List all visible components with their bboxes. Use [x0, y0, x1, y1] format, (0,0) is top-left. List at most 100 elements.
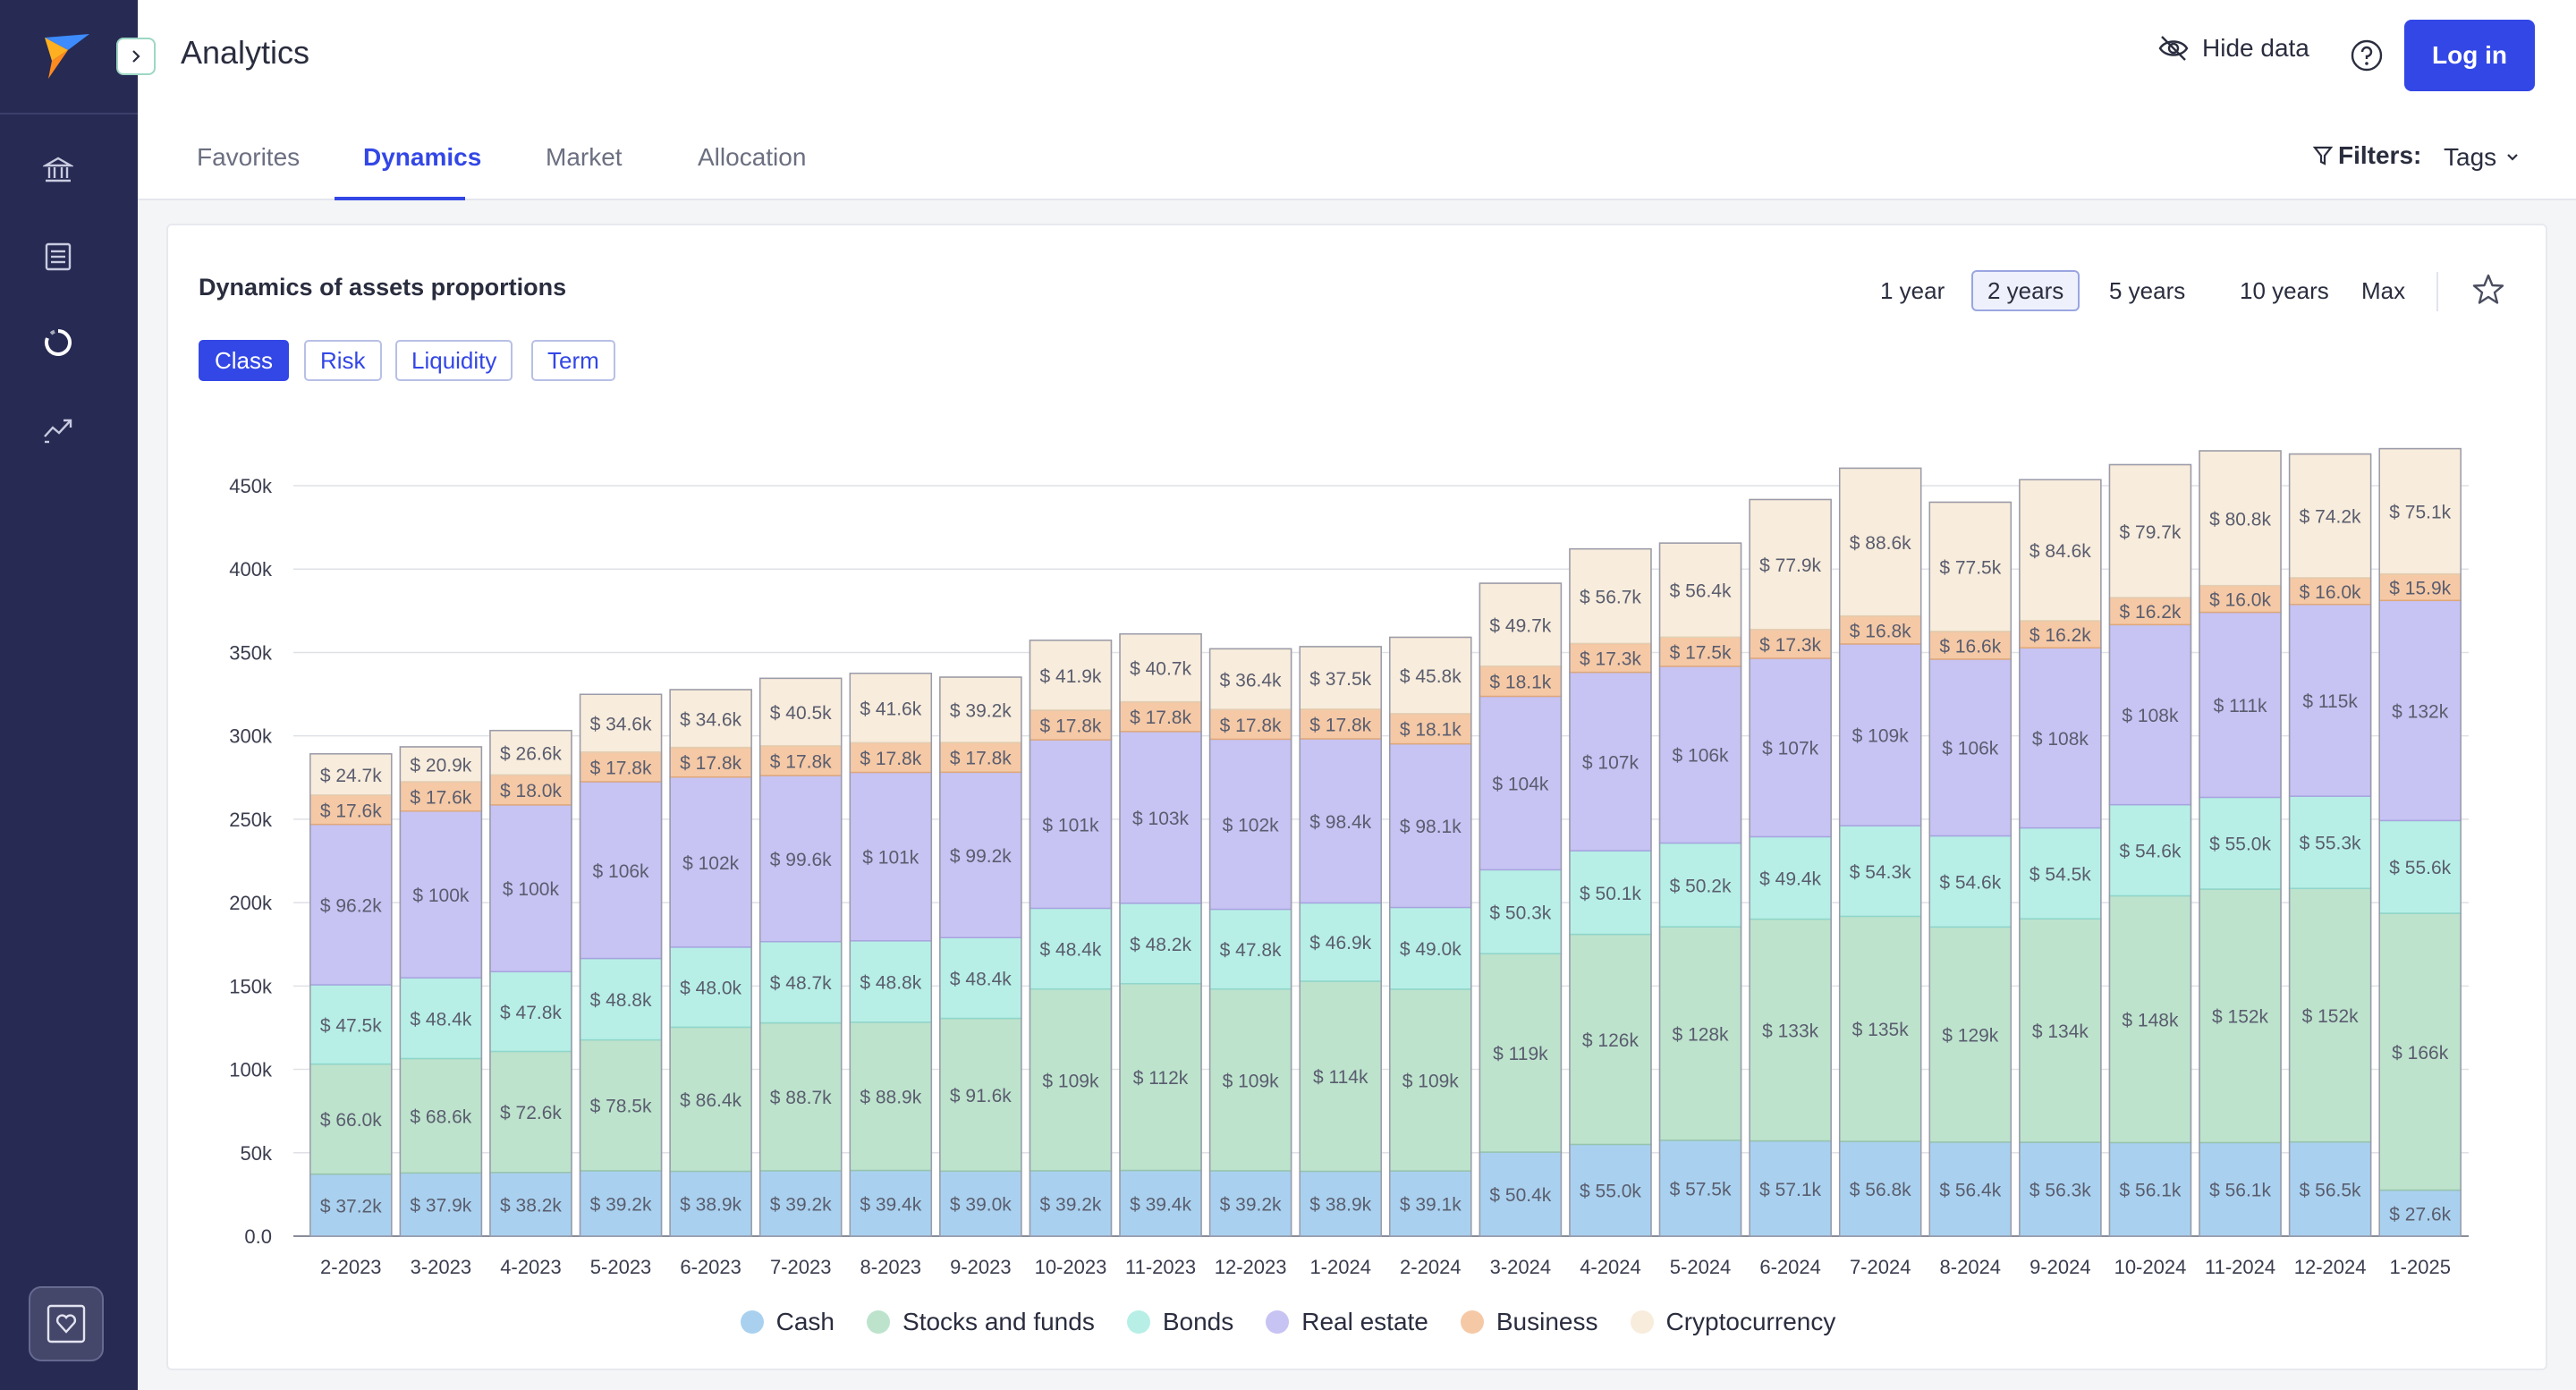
bar-segment-cash[interactable]: [2108, 1141, 2192, 1237]
bar-segment-business[interactable]: [2108, 597, 2192, 626]
period-5-years[interactable]: 5 years: [2109, 276, 2186, 304]
period-10-years[interactable]: 10 years: [2240, 276, 2329, 304]
trend-icon[interactable]: [40, 411, 76, 446]
group-class[interactable]: Class: [199, 340, 290, 381]
bar-segment-business[interactable]: [2378, 572, 2462, 602]
legend-item[interactable]: Stocks and funds: [867, 1308, 1095, 1336]
bar-segment-cash[interactable]: [1749, 1140, 1832, 1237]
bar-stack-11-2023[interactable]: $ 39.4k $ 112k $ 48.2k $ 103k $ 17.8k $ 40.7k: [1119, 632, 1202, 1237]
tab-market[interactable]: Market: [546, 143, 623, 171]
bar-segment-real-estate[interactable]: [849, 771, 933, 942]
bar-segment-real-estate[interactable]: [1299, 738, 1382, 904]
bar-segment-bonds[interactable]: [2378, 819, 2462, 914]
bar-segment-cryptocurrency[interactable]: [758, 677, 843, 747]
bar-segment-cash[interactable]: [1119, 1169, 1202, 1237]
bar-segment-real-estate[interactable]: [1389, 742, 1472, 909]
bar-segment-stocks-and-funds[interactable]: [1389, 988, 1472, 1172]
app-logo[interactable]: [41, 30, 93, 82]
bar-segment-real-estate[interactable]: [1569, 671, 1652, 852]
bar-segment-cryptocurrency[interactable]: [309, 753, 393, 796]
tab-allocation[interactable]: Allocation: [698, 143, 807, 171]
bar-segment-cryptocurrency[interactable]: [1029, 640, 1113, 711]
bar-stack-5-2023[interactable]: $ 39.2k $ 78.5k $ 48.8k $ 106k $ 17.8k $ 34.6…: [579, 693, 663, 1237]
bar-segment-cash[interactable]: [399, 1172, 483, 1237]
list-icon[interactable]: [40, 239, 76, 275]
bar-segment-real-estate[interactable]: [2288, 603, 2372, 797]
bar-segment-stocks-and-funds[interactable]: [309, 1063, 393, 1175]
bar-segment-stocks-and-funds[interactable]: [1569, 933, 1652, 1146]
bar-segment-bonds[interactable]: [1119, 903, 1202, 985]
bar-segment-cash[interactable]: [1479, 1151, 1563, 1237]
bar-stack-3-2024[interactable]: $ 50.4k $ 119k $ 50.3k $ 104k $ 18.1k $ 49.7k: [1479, 582, 1563, 1237]
bar-segment-cash[interactable]: [758, 1170, 843, 1237]
tab-favorites[interactable]: Favorites: [197, 143, 301, 171]
login-button[interactable]: Log in: [2404, 20, 2535, 91]
bar-segment-business[interactable]: [1299, 708, 1382, 740]
bar-segment-stocks-and-funds[interactable]: [1029, 987, 1113, 1172]
bar-segment-business[interactable]: [1479, 665, 1563, 698]
bar-segment-cash[interactable]: [1658, 1140, 1742, 1237]
bar-stack-2-2023[interactable]: $ 37.2k $ 66.0k $ 47.5k $ 96.2k $ 17.6k $ 24.…: [309, 753, 393, 1237]
bar-segment-stocks-and-funds[interactable]: [1208, 987, 1292, 1172]
bar-stack-10-2023[interactable]: $ 39.2k $ 109k $ 48.4k $ 101k $ 17.8k $ 41.9k: [1029, 640, 1113, 1237]
bar-segment-real-estate[interactable]: [669, 776, 752, 948]
bar-segment-stocks-and-funds[interactable]: [2019, 918, 2102, 1143]
bar-segment-real-estate[interactable]: [1928, 658, 2012, 837]
bar-segment-cryptocurrency[interactable]: [1479, 582, 1563, 667]
bar-segment-cryptocurrency[interactable]: [2199, 450, 2282, 587]
bar-segment-cryptocurrency[interactable]: [1749, 498, 1832, 631]
bar-segment-stocks-and-funds[interactable]: [489, 1050, 572, 1174]
bar-segment-bonds[interactable]: [669, 946, 752, 1029]
bar-segment-cryptocurrency[interactable]: [1928, 501, 2012, 632]
bar-segment-cash[interactable]: [2288, 1140, 2372, 1237]
legend-item[interactable]: Cash: [740, 1308, 835, 1336]
pie-chart-icon[interactable]: [40, 325, 76, 360]
legend-item[interactable]: Business: [1460, 1308, 1598, 1336]
bar-segment-cryptocurrency[interactable]: [849, 673, 933, 744]
bar-segment-cryptocurrency[interactable]: [1569, 547, 1652, 645]
period-1-year[interactable]: 1 year: [1880, 276, 1945, 304]
bar-segment-cash[interactable]: [939, 1170, 1022, 1237]
bar-segment-cash[interactable]: [1569, 1143, 1652, 1237]
bar-segment-bonds[interactable]: [849, 940, 933, 1023]
legend-item[interactable]: Real estate: [1266, 1308, 1428, 1336]
bar-segment-bonds[interactable]: [309, 984, 393, 1065]
bar-stack-9-2023[interactable]: $ 39.0k $ 91.6k $ 48.4k $ 99.2k $ 17.8k $ 39.…: [939, 676, 1022, 1237]
bar-segment-cash[interactable]: [1389, 1170, 1472, 1237]
bar-stack-8-2024[interactable]: $ 56.4k $ 129k $ 54.6k $ 106k $ 16.6k $ 77.5k: [1928, 501, 2012, 1237]
bar-segment-real-estate[interactable]: [2019, 647, 2102, 829]
bar-stack-2-2024[interactable]: $ 39.1k $ 109k $ 49.0k $ 98.1k $ 18.1k $ 45.8…: [1389, 636, 1472, 1237]
bar-segment-business[interactable]: [1658, 636, 1742, 667]
bar-stack-12-2023[interactable]: $ 39.2k $ 109k $ 47.8k $ 102k $ 17.8k $ 36.4k: [1208, 648, 1292, 1237]
bar-stack-3-2023[interactable]: $ 37.9k $ 68.6k $ 48.4k $ 100k $ 17.6k $ 20.9…: [399, 746, 483, 1237]
bar-stack-5-2024[interactable]: $ 57.5k $ 128k $ 50.2k $ 106k $ 17.5k $ 56.4k: [1658, 542, 1742, 1237]
bar-segment-stocks-and-funds[interactable]: [1658, 926, 1742, 1141]
bar-segment-stocks-and-funds[interactable]: [1838, 915, 1922, 1142]
bank-icon[interactable]: [40, 152, 76, 188]
bar-segment-stocks-and-funds[interactable]: [2378, 912, 2462, 1191]
help-icon[interactable]: [2349, 38, 2385, 73]
filters-label[interactable]: Filters:: [2313, 141, 2421, 170]
tab-dynamics[interactable]: Dynamics: [363, 143, 482, 171]
bar-segment-stocks-and-funds[interactable]: [2108, 894, 2192, 1144]
bar-stack-12-2024[interactable]: $ 56.5k $ 152k $ 55.3k $ 115k $ 16.0k $ 74.2k: [2288, 453, 2372, 1237]
period-2-years[interactable]: 2 years: [1971, 270, 2080, 311]
bar-stack-11-2024[interactable]: $ 56.1k $ 152k $ 55.0k $ 111k $ 16.0k $ 80.8k: [2199, 450, 2282, 1237]
bar-segment-business[interactable]: [849, 742, 933, 774]
star-icon[interactable]: [2470, 272, 2506, 308]
legend-item[interactable]: Cryptocurrency: [1630, 1308, 1835, 1336]
bar-stack-7-2024[interactable]: $ 56.8k $ 135k $ 54.3k $ 109k $ 16.8k $ 88.6k: [1838, 467, 1922, 1237]
bar-segment-real-estate[interactable]: [309, 823, 393, 986]
group-term[interactable]: Term: [531, 340, 615, 381]
bar-segment-real-estate[interactable]: [2108, 623, 2192, 806]
bar-segment-stocks-and-funds[interactable]: [2288, 887, 2372, 1143]
bar-segment-cash[interactable]: [2199, 1141, 2282, 1237]
bar-stack-6-2024[interactable]: $ 57.1k $ 133k $ 49.4k $ 107k $ 17.3k $ 77.9k: [1749, 498, 1832, 1237]
bar-segment-bonds[interactable]: [2108, 803, 2192, 897]
group-liquidity[interactable]: Liquidity: [395, 340, 513, 381]
expand-sidebar-button[interactable]: [116, 38, 156, 75]
bar-segment-business[interactable]: [1119, 700, 1202, 733]
bar-segment-real-estate[interactable]: [1658, 665, 1742, 844]
bar-segment-bonds[interactable]: [1029, 907, 1113, 990]
tags-dropdown[interactable]: Tags: [2444, 143, 2520, 172]
